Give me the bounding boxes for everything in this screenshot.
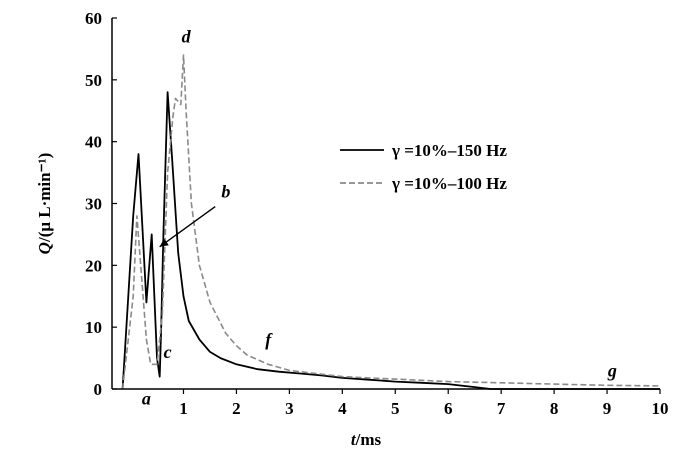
y-tick-label-20: 20	[85, 256, 102, 275]
legend-label-2: γ =10%–100 Hz	[391, 174, 507, 193]
y-tick-label-60: 60	[85, 9, 102, 28]
legend: γ =10%–150 Hz γ =10%–100 Hz	[340, 141, 507, 193]
annotation-a: a	[142, 388, 151, 408]
series-line-2	[121, 54, 661, 390]
annotation-layer: a b c d f g	[142, 27, 617, 409]
x-tick-label-7: 7	[497, 399, 506, 418]
legend-label-1: γ =10%–150 Hz	[391, 141, 507, 160]
x-tick-label-4: 4	[338, 399, 347, 418]
annotation-d: d	[182, 27, 192, 47]
x-tick-label-2: 2	[232, 399, 241, 418]
y-axis-title-unit: /(μ L·min⁻¹)	[35, 153, 54, 243]
x-tick-label-10: 10	[652, 399, 669, 418]
x-tick-label-9: 9	[603, 399, 612, 418]
x-axis-title: t/ms	[351, 430, 382, 449]
x-axis-title-unit: /ms	[355, 430, 382, 449]
annotation-g: g	[607, 361, 617, 381]
y-tick-label-0: 0	[94, 380, 103, 399]
x-tick-label-5: 5	[391, 399, 400, 418]
y-axis-title: Q/(μ L·min⁻¹)	[35, 153, 54, 255]
y-tick-label-30: 30	[85, 195, 102, 214]
x-tick-label-8: 8	[550, 399, 559, 418]
x-tick-label-1: 1	[179, 399, 188, 418]
y-tick-label-50: 50	[85, 71, 102, 90]
x-tick-label-6: 6	[444, 399, 453, 418]
annotation-b: b	[221, 181, 230, 201]
x-tick-label-3: 3	[285, 399, 294, 418]
annotation-arrow	[159, 206, 216, 248]
axes-layer: 0 10 20 30 40 50 60 1 2 3 4 5 6 7 8 9 10	[85, 9, 669, 418]
y-axis-title-variable: Q	[35, 242, 54, 254]
series-layer	[121, 54, 661, 390]
axis-titles: t/ms Q/(μ L·min⁻¹)	[35, 153, 382, 449]
annotation-f: f	[265, 330, 273, 350]
x-axis-title-variable: t	[351, 430, 357, 449]
y-tick-label-10: 10	[85, 318, 102, 337]
y-tick-label-40: 40	[85, 133, 102, 152]
annotation-c: c	[164, 342, 172, 362]
series-line-1	[121, 91, 660, 390]
